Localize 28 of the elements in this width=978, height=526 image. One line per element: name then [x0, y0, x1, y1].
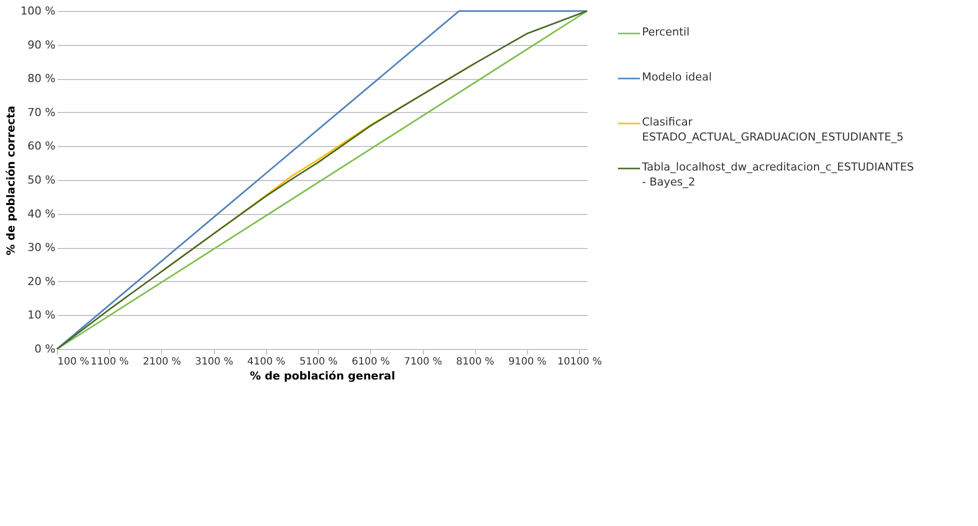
x-tick-label: 8100 % [456, 356, 494, 368]
x-tick-label: 10100 % [557, 356, 602, 368]
y-tick-label: 20 % [28, 274, 56, 288]
x-tick-label: 3100 % [195, 356, 234, 368]
y-tick-label: 10 % [28, 308, 56, 322]
legend-label: Clasificar ESTADO_ACTUAL_GRADUACION_ESTUDIANTE_5 [642, 116, 904, 144]
y-tick-label: 40 % [28, 207, 56, 220]
y-tick-label: 0 % [34, 342, 56, 356]
x-tick-label: 2100 % [142, 356, 182, 368]
x-axis-title: % de población general [250, 370, 396, 382]
legend-label: Tabla_localhost_dw_acreditacion_c_ESTUDIANTES - Bayes_2 [641, 160, 914, 188]
legend-label: Percentil [642, 26, 690, 38]
y-tick-label: 100 % [20, 4, 56, 18]
x-tick-label: 5100 % [300, 356, 338, 368]
x-tick-label: 100 % [58, 356, 90, 368]
y-axis-title: % de población correcta [4, 106, 18, 256]
x-tick-label: 6100 % [352, 356, 390, 368]
y-tick-label: 50 % [28, 174, 56, 186]
x-tick-label: 1100 % [90, 356, 129, 368]
legend-label: Modelo ideal [642, 70, 712, 84]
y-tick-label: 90 % [28, 38, 56, 52]
x-tick-label: 4100 % [247, 356, 286, 368]
x-tick-label: 9100 % [508, 356, 547, 368]
y-tick-label: 60 % [28, 140, 56, 153]
y-tick-label: 30 % [28, 241, 56, 254]
x-tick-label: 7100 % [404, 356, 442, 368]
y-tick-label: 70 % [28, 106, 56, 119]
y-tick-label: 80 % [28, 72, 56, 86]
